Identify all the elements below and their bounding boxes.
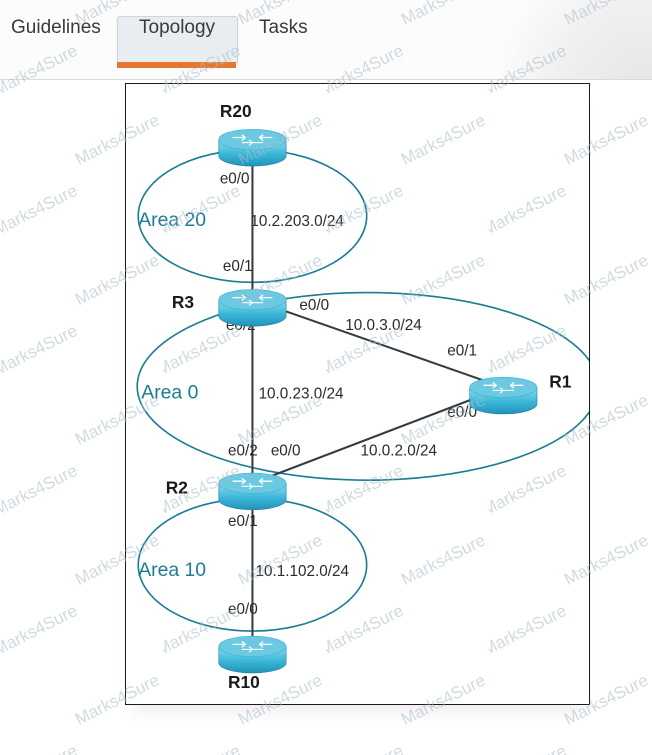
svg-text:e0/1: e0/1: [447, 343, 477, 360]
svg-text:R10: R10: [228, 672, 260, 692]
svg-text:Area 20: Area 20: [138, 209, 206, 231]
svg-text:10.0.3.0/24: 10.0.3.0/24: [345, 317, 422, 334]
svg-text:10.1.102.0/24: 10.1.102.0/24: [256, 563, 350, 580]
svg-text:R3: R3: [172, 292, 195, 312]
svg-text:e0/0: e0/0: [228, 601, 258, 618]
svg-text:e0/0: e0/0: [299, 297, 329, 314]
svg-text:R2: R2: [166, 477, 188, 497]
svg-text:e0/1: e0/1: [223, 258, 253, 275]
svg-text:R1: R1: [549, 371, 572, 391]
svg-text:R20: R20: [220, 101, 252, 121]
svg-text:10.0.23.0/24: 10.0.23.0/24: [259, 386, 344, 403]
svg-text:Area 0: Area 0: [141, 382, 198, 404]
svg-text:e0/2: e0/2: [228, 443, 258, 460]
svg-text:e0/1: e0/1: [228, 513, 258, 530]
svg-text:Area 10: Area 10: [138, 559, 206, 581]
svg-text:10.2.203.0/24: 10.2.203.0/24: [250, 213, 344, 230]
svg-text:10.0.2.0/24: 10.0.2.0/24: [361, 443, 438, 460]
svg-text:e0/0: e0/0: [220, 170, 250, 187]
svg-text:e0/0: e0/0: [271, 443, 301, 460]
